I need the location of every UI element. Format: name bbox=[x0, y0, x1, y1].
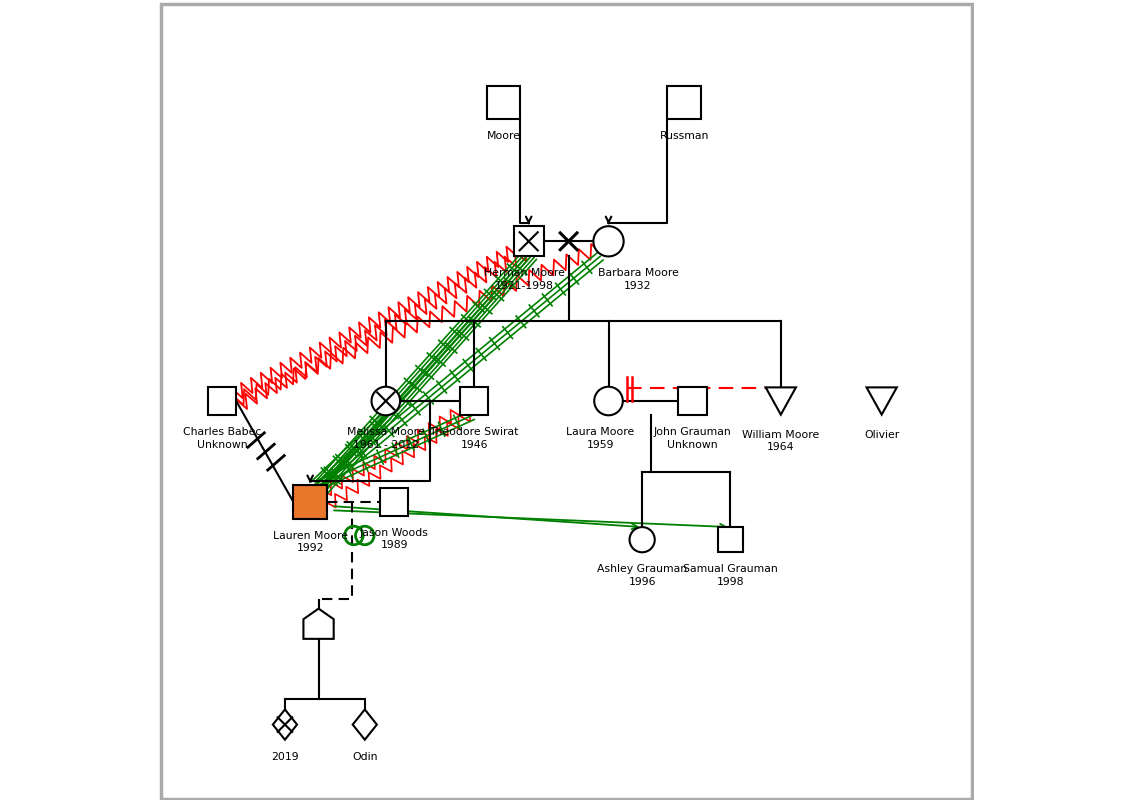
Text: Charles Babec
Unknown: Charles Babec Unknown bbox=[182, 426, 261, 449]
Text: Melissa Moore
1961 - 2012: Melissa Moore 1961 - 2012 bbox=[347, 426, 425, 449]
Circle shape bbox=[594, 227, 623, 257]
Bar bbox=[718, 528, 743, 552]
Text: Laura Moore
1959: Laura Moore 1959 bbox=[566, 426, 634, 449]
Text: John Grauman
Unknown: John Grauman Unknown bbox=[654, 426, 732, 449]
Text: Samual Grauman
1998: Samual Grauman 1998 bbox=[683, 564, 777, 586]
Bar bbox=[513, 227, 544, 257]
Circle shape bbox=[372, 387, 400, 416]
Text: Odin: Odin bbox=[352, 751, 377, 760]
Bar bbox=[487, 87, 520, 120]
Bar bbox=[380, 488, 409, 516]
Polygon shape bbox=[766, 388, 796, 415]
Polygon shape bbox=[273, 710, 297, 740]
Bar bbox=[667, 87, 701, 120]
Circle shape bbox=[594, 387, 623, 416]
Bar bbox=[460, 387, 488, 416]
Bar bbox=[293, 486, 327, 519]
Text: Theodore Swirat
1946: Theodore Swirat 1946 bbox=[429, 426, 519, 449]
Text: Moore: Moore bbox=[486, 131, 520, 141]
Circle shape bbox=[630, 528, 655, 552]
Text: William Moore
1964: William Moore 1964 bbox=[742, 429, 819, 451]
Bar bbox=[207, 387, 236, 416]
Text: Olivier: Olivier bbox=[864, 429, 900, 439]
Text: Herman Moore
1921-1998: Herman Moore 1921-1998 bbox=[484, 268, 565, 291]
Text: Russman: Russman bbox=[659, 131, 709, 141]
Polygon shape bbox=[867, 388, 897, 415]
Bar bbox=[679, 387, 707, 416]
Text: Ashley Grauman
1996: Ashley Grauman 1996 bbox=[597, 564, 688, 586]
Text: Barbara Moore
1932: Barbara Moore 1932 bbox=[597, 268, 679, 291]
Polygon shape bbox=[352, 710, 377, 740]
Polygon shape bbox=[304, 609, 334, 639]
Text: Jason Woods
1989: Jason Woods 1989 bbox=[360, 528, 428, 550]
Text: Lauren Moore
1992: Lauren Moore 1992 bbox=[273, 530, 348, 552]
Text: 2019: 2019 bbox=[271, 751, 299, 760]
